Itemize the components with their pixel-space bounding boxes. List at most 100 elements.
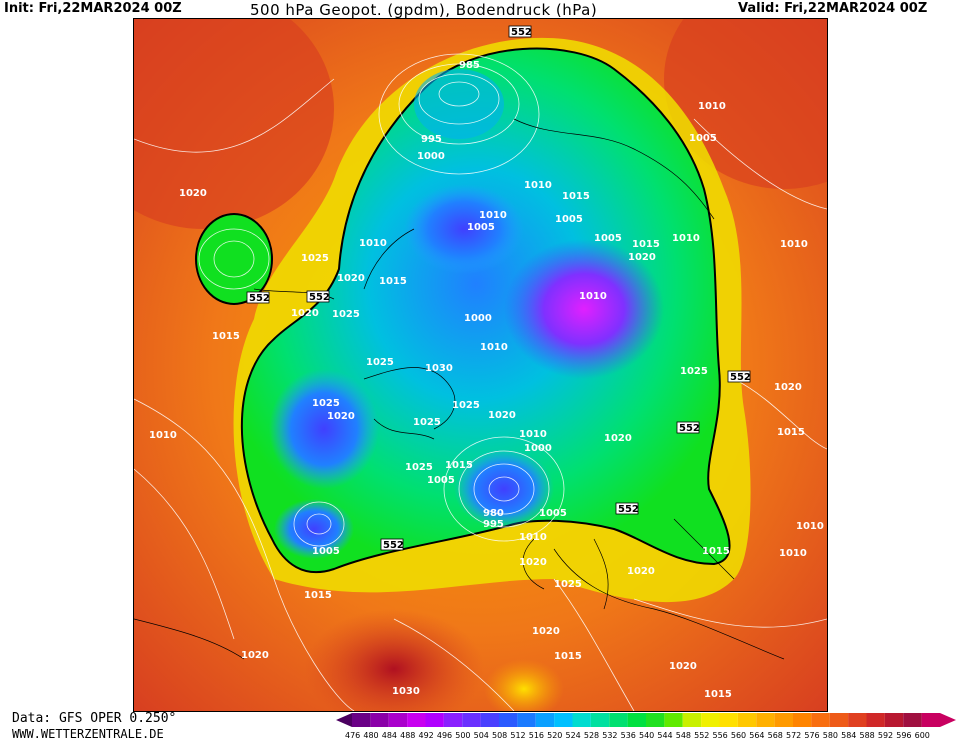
svg-text:995: 995 [421,134,442,145]
color-legend: 476 480 484 488 492 496 500 504 508 512 516 520 524 5… [336,713,956,740]
init-time-label: Init: Fri,22MAR2024 00Z [4,1,182,16]
svg-text:1005: 1005 [689,133,717,144]
svg-text:1020: 1020 [488,410,516,421]
svg-text:1010: 1010 [779,548,807,559]
legend-swatch [480,713,499,727]
legend-swatch [682,713,702,727]
svg-text:1000: 1000 [524,443,552,454]
svg-text:1015: 1015 [777,427,805,438]
svg-text:1025: 1025 [413,417,441,428]
blue-low-north [404,184,524,274]
blue-low-top [414,69,504,139]
svg-text:1025: 1025 [332,309,360,320]
legend-tick-label: 528 [584,731,599,740]
legend-tick-label: 548 [676,731,691,740]
svg-text:1005: 1005 [539,508,567,519]
svg-text:552: 552 [730,372,751,383]
svg-text:1030: 1030 [425,363,453,374]
svg-text:1010: 1010 [519,532,547,543]
legend-swatch [388,713,408,727]
purple-low [504,239,664,379]
svg-text:1010: 1010 [519,429,547,440]
legend-swatch [774,713,793,727]
legend-tick-label: 544 [657,731,672,740]
svg-text:552: 552 [618,504,639,515]
svg-text:1020: 1020 [291,308,319,319]
blue-low-west [269,369,379,489]
svg-text:1015: 1015 [379,276,407,287]
legend-tick-label: 512 [510,731,525,740]
legend-swatch [352,713,371,727]
weather-map: 552 552 552 552 552 552 552 985 995 1000… [133,18,828,712]
svg-text:552: 552 [383,540,404,551]
legend-tick-label: 588 [860,731,875,740]
legend-tick-label: 524 [566,731,581,740]
legend-tick-label: 496 [437,731,452,740]
svg-text:552: 552 [511,27,532,38]
svg-text:1015: 1015 [704,689,732,700]
chart-title: 500 hPa Geopot. (gpdm), Bodendruck (hPa) [250,1,598,19]
svg-text:1010: 1010 [524,180,552,191]
legend-swatch [737,713,757,727]
legend-arrow-right [940,713,956,727]
legend-arrow-left [336,713,352,727]
svg-text:985: 985 [459,60,480,71]
cold-pocket-west [195,213,273,305]
legend-swatch [517,713,536,727]
legend-tick-label: 488 [400,731,415,740]
legend-swatch [425,713,444,727]
svg-text:1000: 1000 [417,151,445,162]
legend-swatch [370,713,389,727]
svg-text:1005: 1005 [427,475,455,486]
legend-tick-label: 504 [474,731,489,740]
legend-tick-label: 484 [382,731,397,740]
svg-text:1020: 1020 [327,411,355,422]
svg-text:1025: 1025 [680,366,708,377]
svg-text:552: 552 [309,292,330,303]
legend-tick-label: 508 [492,731,507,740]
legend-tick-label: 476 [345,731,360,740]
legend-swatch [866,713,885,727]
legend-swatch [848,713,867,727]
svg-text:1010: 1010 [480,342,508,353]
contour-552-labels: 552 552 552 552 552 552 552 [246,25,751,551]
svg-text:1025: 1025 [301,253,329,264]
legend-swatch [627,713,646,727]
legend-swatch [609,713,628,727]
svg-text:1020: 1020 [179,188,207,199]
blue-low-central [454,449,554,529]
svg-text:1025: 1025 [452,400,480,411]
legend-tick-label: 480 [363,731,378,740]
coastlines [134,118,785,660]
svg-text:1020: 1020 [669,661,697,672]
legend-swatch [443,713,463,727]
legend-swatch [903,713,922,727]
svg-text:1015: 1015 [212,331,240,342]
svg-text:1015: 1015 [304,590,332,601]
legend-tick-label: 564 [749,731,764,740]
svg-text:1015: 1015 [562,191,590,202]
legend-swatch [554,713,573,727]
svg-text:1000: 1000 [464,313,492,324]
legend-tick-label: 500 [455,731,470,740]
legend-swatch [664,713,683,727]
svg-text:1025: 1025 [554,579,582,590]
valid-time-label: Valid: Fri,22MAR2024 00Z [738,1,928,16]
legend-tick-label: 580 [823,731,838,740]
hot-region-yellow [484,659,564,711]
legend-tick-label: 520 [547,731,562,740]
svg-text:1015: 1015 [445,460,473,471]
blue-low-sw [274,499,354,559]
svg-text:1020: 1020 [774,382,802,393]
legend-tick-label: 492 [419,731,434,740]
legend-tick-label: 572 [786,731,801,740]
isobar-lines [134,53,827,711]
legend-tick-label: 532 [602,731,617,740]
legend-tick-label: 540 [639,731,654,740]
legend-tick-label: 552 [694,731,709,740]
legend-swatch [793,713,812,727]
svg-text:1015: 1015 [632,239,660,250]
svg-text:1020: 1020 [627,566,655,577]
svg-text:1020: 1020 [519,557,547,568]
legend-swatch [756,713,775,727]
